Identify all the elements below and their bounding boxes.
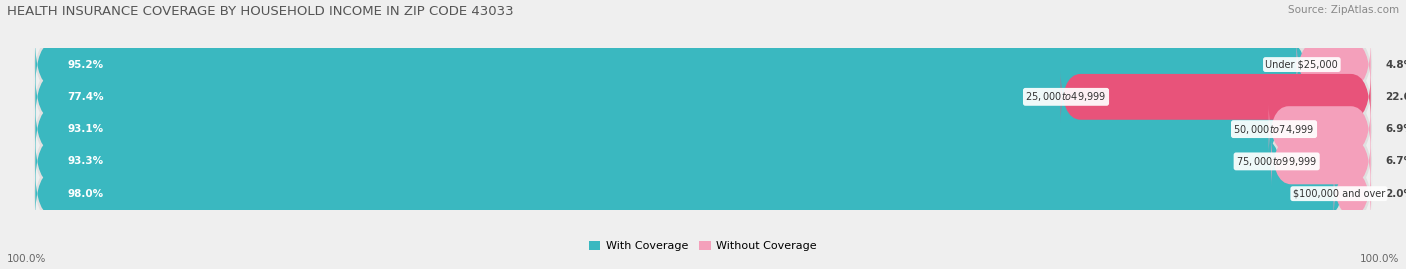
Text: 100.0%: 100.0% [1360, 254, 1399, 264]
FancyBboxPatch shape [1268, 104, 1371, 155]
FancyBboxPatch shape [34, 71, 1372, 123]
FancyBboxPatch shape [1334, 168, 1371, 219]
Text: 77.4%: 77.4% [67, 92, 104, 102]
FancyBboxPatch shape [35, 104, 1279, 155]
FancyBboxPatch shape [35, 39, 1308, 90]
Text: $75,000 to $99,999: $75,000 to $99,999 [1236, 155, 1317, 168]
Legend: With Coverage, Without Coverage: With Coverage, Without Coverage [585, 236, 821, 256]
FancyBboxPatch shape [1271, 136, 1371, 187]
Text: 93.3%: 93.3% [67, 156, 103, 167]
FancyBboxPatch shape [1060, 71, 1371, 122]
Text: 22.6%: 22.6% [1385, 92, 1406, 102]
FancyBboxPatch shape [34, 168, 1372, 220]
FancyBboxPatch shape [35, 136, 1282, 187]
Text: HEALTH INSURANCE COVERAGE BY HOUSEHOLD INCOME IN ZIP CODE 43033: HEALTH INSURANCE COVERAGE BY HOUSEHOLD I… [7, 5, 513, 18]
Text: $100,000 and over: $100,000 and over [1294, 189, 1385, 199]
Text: Source: ZipAtlas.com: Source: ZipAtlas.com [1288, 5, 1399, 15]
Text: 95.2%: 95.2% [67, 59, 103, 70]
FancyBboxPatch shape [34, 38, 1372, 91]
FancyBboxPatch shape [34, 135, 1372, 187]
Text: 2.0%: 2.0% [1385, 189, 1406, 199]
FancyBboxPatch shape [1296, 39, 1371, 90]
Text: 98.0%: 98.0% [67, 189, 103, 199]
FancyBboxPatch shape [35, 168, 1344, 219]
Text: 6.7%: 6.7% [1385, 156, 1406, 167]
Text: 6.9%: 6.9% [1385, 124, 1406, 134]
FancyBboxPatch shape [35, 71, 1071, 122]
Text: $50,000 to $74,999: $50,000 to $74,999 [1233, 123, 1315, 136]
Text: 100.0%: 100.0% [7, 254, 46, 264]
Text: $25,000 to $49,999: $25,000 to $49,999 [1025, 90, 1107, 103]
Text: 4.8%: 4.8% [1385, 59, 1406, 70]
FancyBboxPatch shape [34, 103, 1372, 155]
Text: 93.1%: 93.1% [67, 124, 103, 134]
Text: Under $25,000: Under $25,000 [1265, 59, 1339, 70]
